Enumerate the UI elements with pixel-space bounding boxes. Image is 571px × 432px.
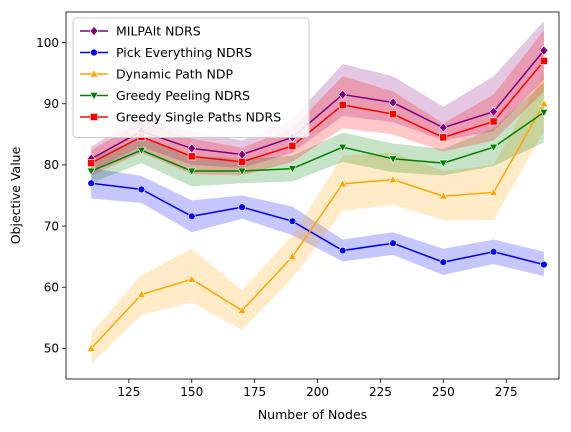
- legend: MILPAlt NDRS Pick Everything NDRS Dynamic …: [72, 17, 310, 138]
- data-point-1-6: [389, 239, 397, 247]
- data-point-4-4: [288, 142, 297, 150]
- data-point-4-5: [338, 101, 347, 109]
- series-lines: [90, 50, 545, 349]
- data-point-3-5: [338, 143, 348, 152]
- y-tick-label-4: 90: [44, 97, 59, 111]
- confidence-band-1: [91, 167, 544, 277]
- series-line-3: [90, 111, 545, 172]
- data-point-3-8: [489, 143, 499, 152]
- data-point-1-3: [238, 203, 246, 211]
- data-point-3-4: [287, 165, 297, 174]
- legend-marker-2: [89, 69, 99, 78]
- confidence-band-2: [91, 73, 544, 364]
- data-point-3-7: [438, 159, 448, 168]
- data-point-0-8: [489, 106, 498, 117]
- data-point-1-4: [288, 217, 297, 225]
- series-line-1: [91, 182, 545, 266]
- legend-label-4: Greedy Single Paths NDRS: [116, 110, 281, 125]
- x-tick-label-3: 200: [306, 385, 329, 399]
- series-line-0: [90, 50, 545, 160]
- data-point-2-8: [489, 187, 499, 196]
- data-point-4-0: [87, 159, 96, 167]
- x-tick-label-1: 150: [180, 385, 203, 399]
- x-tick-label-0: 125: [117, 385, 140, 399]
- y-tick-label-0: 50: [44, 342, 59, 356]
- data-point-3-2: [187, 167, 197, 176]
- series-line-2: [90, 103, 545, 349]
- data-point-2-0: [86, 343, 96, 352]
- data-point-1-8: [489, 248, 498, 256]
- data-point-3-3: [237, 167, 247, 176]
- legend-label-3: Greedy Peeling NDRS: [116, 88, 250, 103]
- data-point-1-9: [540, 260, 548, 269]
- data-point-2-3: [237, 305, 247, 314]
- data-point-3-0: [86, 167, 96, 176]
- x-tick-label-6: 275: [495, 385, 518, 399]
- x-tick-label-4: 225: [369, 385, 392, 399]
- data-point-0-5: [338, 89, 348, 100]
- data-point-2-2: [187, 274, 197, 283]
- data-point-2-7: [438, 191, 448, 200]
- plot-frame: [65, 11, 560, 380]
- data-point-3-1: [136, 146, 146, 156]
- x-axis-ticks: 125 150 175 200 225 250 275: [117, 379, 518, 399]
- data-point-2-6: [388, 174, 398, 183]
- data-point-2-9: [539, 98, 549, 108]
- y-axis-title: Objective Value: [8, 146, 23, 244]
- legend-marker-3: [89, 92, 99, 101]
- legend-box: [72, 17, 310, 138]
- confidence-band-3: [91, 82, 544, 187]
- data-point-4-9: [540, 57, 548, 65]
- legend-label-1: Pick Everything NDRS: [116, 45, 252, 60]
- data-point-4-2: [187, 152, 196, 161]
- y-tick-label-5: 100: [36, 36, 59, 50]
- data-point-2-5: [338, 179, 348, 188]
- legend-marker-0: [89, 25, 99, 37]
- data-point-1-7: [439, 258, 447, 266]
- confidence-bands: [91, 21, 544, 364]
- y-tick-label-2: 70: [44, 219, 59, 233]
- data-point-4-8: [489, 117, 498, 126]
- y-tick-label-1: 60: [44, 281, 59, 295]
- data-point-1-2: [188, 212, 196, 220]
- data-point-0-6: [388, 97, 398, 108]
- x-tick-label-5: 250: [432, 385, 455, 399]
- data-point-2-4: [287, 251, 297, 260]
- y-axis-ticks: 50 60 70 80 90 100: [36, 36, 66, 356]
- legend-marker-1: [90, 48, 98, 57]
- data-point-3-6: [388, 155, 398, 164]
- data-point-1-1: [137, 185, 146, 194]
- confidence-band-4: [91, 30, 544, 176]
- legend-marker-4: [90, 113, 98, 121]
- y-tick-label-3: 80: [44, 158, 59, 172]
- data-point-3-9: [539, 109, 549, 118]
- data-point-0-9: [539, 45, 549, 56]
- data-point-1-5: [338, 246, 347, 255]
- x-tick-label-2: 175: [243, 385, 266, 399]
- legend-label-2: Dynamic Path NDP: [116, 67, 234, 82]
- data-point-4-3: [238, 157, 246, 166]
- data-point-4-7: [439, 133, 448, 142]
- x-axis-title: Number of Nodes: [258, 407, 367, 422]
- data-point-4-6: [389, 110, 397, 119]
- data-point-0-7: [438, 122, 448, 133]
- legend-label-0: MILPAlt NDRS: [116, 24, 201, 39]
- data-point-1-0: [87, 179, 95, 187]
- series-line-4: [90, 60, 545, 164]
- data-point-2-1: [136, 289, 146, 298]
